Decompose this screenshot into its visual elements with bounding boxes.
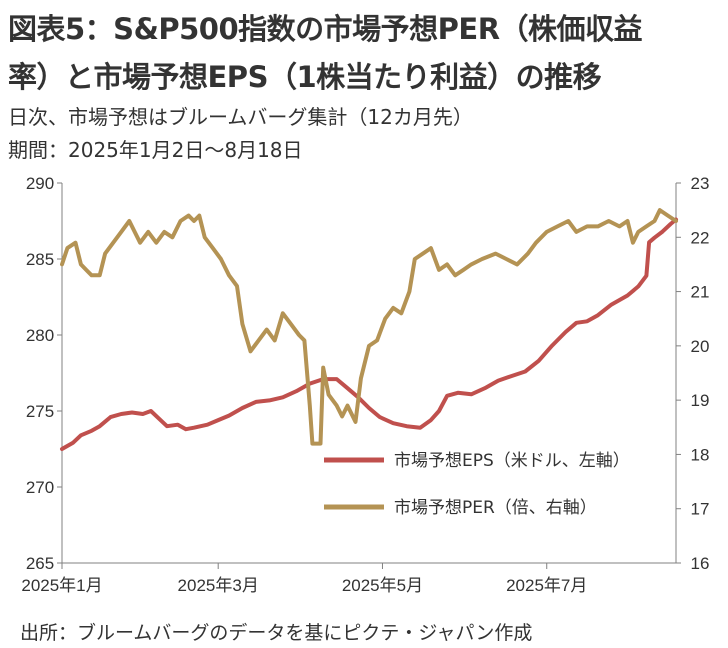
left-axis-tick-label: 270 [26,478,54,497]
chart-subtitle-period: 期間：2025年1月2日～8月18日 [8,138,303,162]
chart-title-line-1: 図表5：S&P500指数の市場予想PER（株価収益 [8,12,643,46]
chart-axes [61,183,677,564]
right-axis-tick-label: 19 [691,391,710,410]
left-axis-tick-label: 290 [26,174,54,193]
right-axis-tick-label: 20 [691,337,710,356]
right-axis-tick-label: 18 [691,445,710,464]
series-lines [60,208,678,451]
chart-source-note: 出所：ブルームバーグのデータを基にピクテ・ジャパン作成 [20,622,533,644]
x-axis-tick-label: 2025年3月 [178,576,259,595]
legend-label-eps: 市場予想EPS（米ドル、左軸） [394,451,630,471]
chart-title-line-2: 率）と市場予想EPS（1株当たり利益）の推移 [8,60,602,94]
left-axis-tick-label: 265 [26,554,54,573]
left-axis-ticks: 265 270 275 280 285 290 [26,174,62,573]
chart-legend: 市場予想EPS（米ドル、左軸） 市場予想PER（倍、右軸） [324,451,630,518]
left-axis-tick-label: 285 [26,250,54,269]
left-axis-tick-label: 280 [26,326,54,345]
legend-label-per: 市場予想PER（倍、右軸） [394,498,597,518]
left-axis-tick-label: 275 [26,402,54,421]
x-axis-ticks: 2025年1月 2025年3月 2025年5月 2025年7月 [21,563,587,595]
right-axis-tick-label: 23 [691,174,710,193]
right-axis-tick-label: 22 [691,228,710,247]
right-axis-tick-label: 21 [691,283,710,302]
chart-subtitle-frequency: 日次、市場予想はブルームバーグ集計（12カ月先） [8,105,473,129]
right-axis-tick-label: 17 [691,500,710,519]
x-axis-tick-label: 2025年7月 [506,576,587,595]
per-series-line [60,208,678,446]
eps-series-line [60,217,678,451]
x-axis-tick-label: 2025年1月 [21,576,102,595]
x-axis-tick-label: 2025年5月 [342,576,423,595]
right-axis-ticks: 16 17 18 19 20 21 22 23 [676,174,709,573]
right-axis-tick-label: 16 [691,554,710,573]
